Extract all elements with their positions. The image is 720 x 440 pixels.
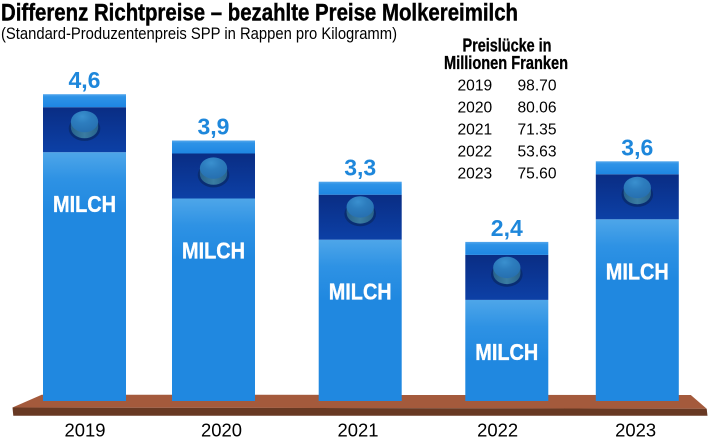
svg-text:71.35: 71.35 [518,122,557,139]
svg-text:MILCH: MILCH [606,258,669,284]
svg-text:80.06: 80.06 [518,100,557,117]
svg-text:2020: 2020 [458,100,493,117]
svg-text:Preislücke in: Preislücke in [463,36,552,56]
svg-text:2021: 2021 [338,421,379,440]
svg-text:3,6: 3,6 [621,134,653,160]
svg-text:3,3: 3,3 [344,155,376,181]
svg-text:2022: 2022 [477,421,518,440]
svg-text:Millionen Franken: Millionen Franken [444,53,568,73]
svg-text:98.70: 98.70 [518,78,557,95]
svg-text:MILCH: MILCH [53,191,116,217]
svg-text:53.63: 53.63 [518,144,557,161]
svg-text:2020: 2020 [201,421,242,440]
svg-text:MILCH: MILCH [475,339,538,365]
svg-text:2019: 2019 [65,421,106,440]
svg-text:2023: 2023 [615,421,656,440]
svg-text:4,6: 4,6 [69,67,101,93]
svg-text:2021: 2021 [458,122,493,139]
svg-text:2023: 2023 [458,166,493,183]
svg-text:MILCH: MILCH [182,238,245,264]
svg-text:2019: 2019 [458,78,493,95]
svg-text:MILCH: MILCH [329,279,392,305]
svg-text:(Standard-Produzentenpreis SPP: (Standard-Produzentenpreis SPP in Rappen… [1,25,397,43]
svg-text:2022: 2022 [458,144,493,161]
svg-text:3,9: 3,9 [198,114,230,140]
svg-text:75.60: 75.60 [518,166,557,183]
svg-text:2,4: 2,4 [491,215,523,241]
svg-text:Differenz Richtpreise – bezahl: Differenz Richtpreise – bezahlte Preise … [1,1,518,27]
